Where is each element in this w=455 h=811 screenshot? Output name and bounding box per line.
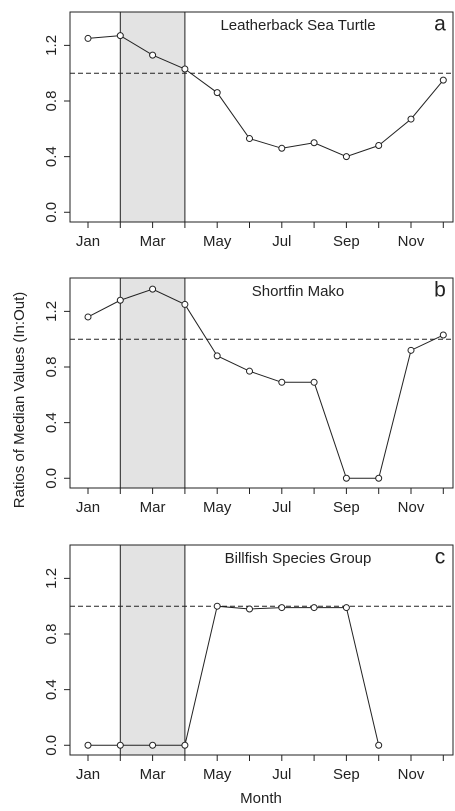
data-point: [149, 285, 157, 293]
x-tick-label: Sep: [333, 233, 360, 250]
x-tick-label: Jul: [272, 233, 291, 250]
data-point: [116, 32, 124, 40]
data-point: [181, 65, 189, 73]
data-point: [213, 602, 221, 610]
data-point: [149, 741, 157, 749]
y-tick-label: 0.4: [43, 679, 60, 700]
y-tick-label: 0.4: [43, 146, 60, 167]
data-point: [278, 144, 286, 152]
data-point: [116, 741, 124, 749]
data-point: [213, 89, 221, 97]
data-point: [84, 741, 92, 749]
x-tick-label: Sep: [333, 499, 360, 516]
data-point: [407, 115, 415, 123]
data-point: [84, 313, 92, 321]
plot-frame: [69, 544, 454, 756]
data-point: [213, 352, 221, 360]
x-tick-label: Sep: [333, 766, 360, 783]
data-point: [342, 474, 350, 482]
x-tick-label: Nov: [398, 499, 425, 516]
y-tick-label: 1.2: [43, 301, 60, 322]
y-axis-label: Ratios of Median Values (In:Out): [11, 292, 28, 509]
series-line: [88, 605, 380, 746]
y-tick-label: 1.2: [43, 35, 60, 56]
data-point: [375, 474, 383, 482]
data-point: [278, 604, 286, 612]
data-point: [246, 135, 253, 143]
shaded-period: [119, 277, 186, 489]
x-tick-label: Jul: [272, 766, 291, 783]
x-tick-label: Mar: [140, 499, 166, 516]
plot-frame: [69, 277, 454, 489]
panel-letter: a: [434, 13, 446, 36]
data-point: [246, 605, 253, 613]
data-point: [439, 331, 447, 339]
data-point: [310, 139, 318, 147]
x-tick-label: May: [203, 499, 232, 516]
shaded-period: [119, 544, 186, 756]
panel-letter: b: [434, 279, 446, 302]
y-tick-label: 1.2: [43, 568, 60, 589]
panel-title: Shortfin Mako: [252, 283, 345, 300]
x-tick-label: Jan: [76, 233, 100, 250]
series-line: [87, 288, 444, 479]
panel-letter: c: [435, 546, 446, 569]
data-point: [310, 604, 318, 612]
plot-frame: [69, 11, 454, 223]
y-tick-label: 0.0: [43, 202, 60, 223]
data-point: [246, 367, 253, 375]
series-line: [87, 35, 444, 158]
y-tick-label: 0.8: [43, 624, 60, 645]
data-point: [407, 346, 415, 354]
data-point: [310, 378, 318, 386]
x-tick-label: Jan: [76, 499, 100, 516]
x-tick-label: Jan: [76, 766, 100, 783]
shaded-period: [119, 11, 186, 223]
data-point: [375, 741, 383, 749]
x-tick-label: Mar: [140, 233, 166, 250]
y-tick-label: 0.8: [43, 357, 60, 378]
x-tick-label: Mar: [140, 766, 166, 783]
x-tick-label: Nov: [398, 766, 425, 783]
data-point: [439, 76, 447, 84]
data-point: [278, 378, 286, 386]
data-point: [342, 604, 350, 612]
data-point: [181, 300, 189, 308]
data-point: [149, 51, 157, 59]
y-tick-label: 0.0: [43, 735, 60, 756]
x-tick-label: May: [203, 766, 232, 783]
data-point: [375, 142, 383, 150]
data-point: [84, 34, 92, 42]
y-tick-label: 0.8: [43, 91, 60, 112]
y-tick-label: 0.4: [43, 412, 60, 433]
x-tick-label: Nov: [398, 233, 425, 250]
panel-title: Leatherback Sea Turtle: [220, 17, 375, 34]
data-point: [116, 296, 124, 304]
data-point: [342, 153, 350, 161]
x-axis-label: Month: [240, 790, 282, 807]
x-tick-label: May: [203, 233, 232, 250]
data-point: [181, 741, 189, 749]
x-tick-label: Jul: [272, 499, 291, 516]
y-tick-label: 0.0: [43, 468, 60, 489]
panel-title: Billfish Species Group: [225, 550, 372, 567]
